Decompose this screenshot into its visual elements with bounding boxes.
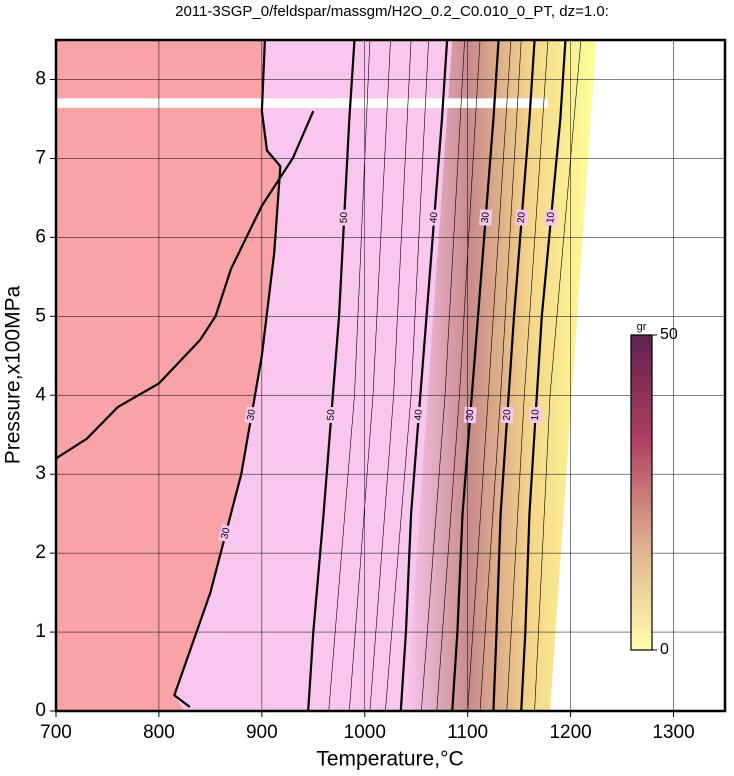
x-tick-label: 700 xyxy=(40,722,72,743)
colorbar-tick-label: 50 xyxy=(660,326,678,343)
contour-label-bg xyxy=(479,209,493,227)
contour-label-bg xyxy=(324,406,338,424)
y-tick-label: 5 xyxy=(35,305,46,326)
y-tick-label: 8 xyxy=(35,68,46,89)
contour-label-bg xyxy=(337,209,351,226)
contour-label: 20 xyxy=(502,409,514,421)
region xyxy=(56,40,281,711)
y-tick-label: 0 xyxy=(35,700,46,721)
contour-label: 40 xyxy=(428,211,440,223)
x-tick-label: 1100 xyxy=(447,722,488,743)
x-tick-label: 1000 xyxy=(344,722,386,743)
plot-area: 30 30 50 50 40 40 30 30 20 20 10 10 xyxy=(56,40,725,711)
colorbar-tick-label: 0 xyxy=(660,641,669,658)
x-tick-label: 1200 xyxy=(549,722,591,743)
contour-label-bg xyxy=(427,209,441,227)
contour-line xyxy=(173,40,282,708)
x-tick-label: 800 xyxy=(143,722,175,743)
y-tick-label: 3 xyxy=(35,463,46,484)
x-tick-label: 900 xyxy=(246,722,278,743)
y-axis-label: Pressure,x100MPa xyxy=(2,285,25,464)
contour-label: 10 xyxy=(530,409,542,421)
colorbar xyxy=(630,334,653,651)
chart-title: 2011-3SGP_0/feldspar/massgm/H2O_0.2_C0.0… xyxy=(175,3,609,20)
contour-label-bg xyxy=(529,406,543,424)
y-tick-label: 7 xyxy=(35,147,46,168)
colorbar-label: gr xyxy=(637,321,647,333)
contour-label: 50 xyxy=(339,211,351,223)
region xyxy=(56,98,548,108)
contour-label-bg xyxy=(500,406,514,424)
y-tick-label: 6 xyxy=(35,226,46,247)
y-tick-label: 2 xyxy=(35,542,46,563)
contour-label: 30 xyxy=(219,526,233,540)
contour-label: 40 xyxy=(413,409,425,421)
contour-line xyxy=(56,110,315,460)
contour-label: 50 xyxy=(326,409,338,421)
plot-frame xyxy=(54,38,727,713)
y-tick-label: 4 xyxy=(35,384,46,405)
x-tick-label: 1300 xyxy=(652,722,694,743)
region xyxy=(405,40,597,711)
contour-label: 10 xyxy=(545,211,557,224)
contour-label: 30 xyxy=(245,408,258,421)
contour-label: 30 xyxy=(464,409,476,421)
contour-label-bg xyxy=(515,209,529,227)
contour-label: 20 xyxy=(516,211,528,223)
contour-label-bg xyxy=(244,406,259,424)
contour-label: 30 xyxy=(480,211,492,223)
contour-label-bg xyxy=(463,406,477,424)
contour-label-bg xyxy=(217,524,234,543)
x-axis-label: Temperature,°C xyxy=(316,748,463,771)
contour-label-bg xyxy=(412,406,426,424)
contour-label-bg xyxy=(544,209,558,227)
y-tick-label: 1 xyxy=(35,621,46,642)
